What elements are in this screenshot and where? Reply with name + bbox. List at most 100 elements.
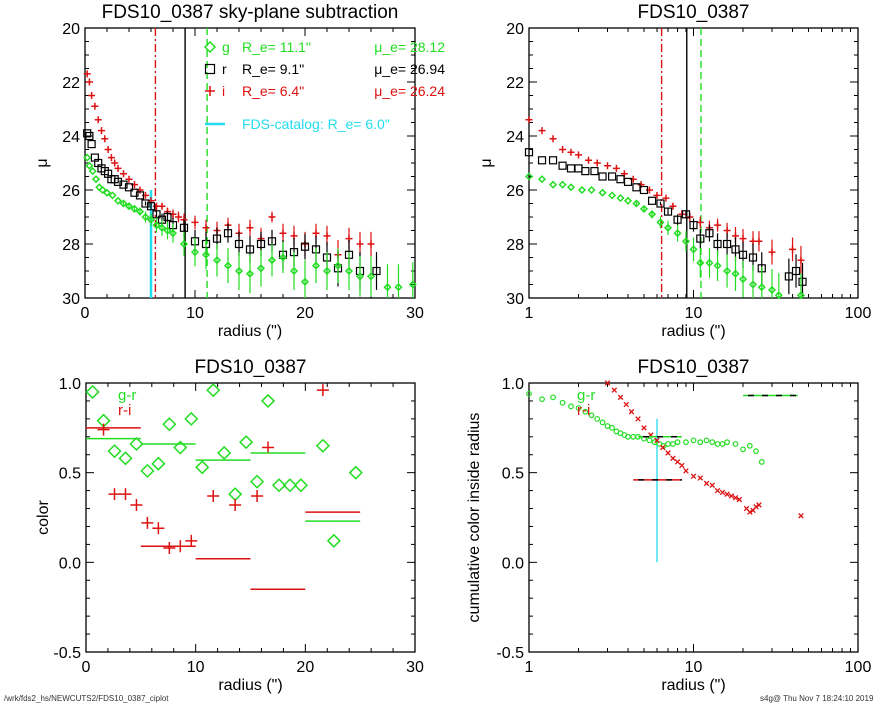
data-point	[724, 439, 730, 446]
data-point	[348, 465, 363, 480]
data-point	[383, 283, 392, 292]
data-point	[245, 245, 255, 254]
plot-frame	[85, 382, 416, 653]
y-tick-label: 28	[62, 237, 80, 254]
data-point	[669, 202, 677, 210]
data-point	[184, 411, 199, 426]
data-point	[204, 63, 216, 75]
data-point	[85, 384, 100, 400]
data-point	[689, 221, 698, 230]
data-point	[217, 445, 232, 461]
data-point	[639, 185, 649, 195]
data-point	[549, 135, 557, 143]
data-point	[202, 224, 210, 232]
data-point	[673, 215, 682, 224]
data-point	[223, 229, 233, 238]
data-point	[212, 256, 222, 265]
data-point	[140, 463, 155, 478]
data-point	[594, 415, 601, 422]
data-point	[85, 78, 93, 86]
y-tick-label: 20	[62, 21, 80, 38]
data-point	[114, 164, 122, 172]
legend-band-g: g	[222, 39, 230, 55]
data-point	[587, 185, 596, 195]
x-tick-label: 0	[81, 305, 90, 322]
data-point	[632, 199, 641, 208]
data-point	[125, 175, 133, 183]
data-point	[723, 266, 732, 276]
data-point	[539, 396, 545, 403]
y-tick-label: 0.0	[59, 555, 81, 572]
x-tick-label: 100	[845, 659, 872, 676]
data-point	[568, 403, 574, 410]
data-point	[612, 164, 620, 172]
data-point	[271, 478, 287, 493]
data-point	[323, 232, 331, 240]
data-point	[108, 488, 121, 501]
y-tick-label: 26	[62, 183, 80, 200]
data-point	[537, 175, 547, 184]
legend-mue-r: μ_e= 26.94	[374, 61, 445, 77]
data-point	[604, 380, 611, 386]
data-point	[88, 92, 96, 99]
data-point	[756, 502, 762, 508]
data-point	[191, 218, 199, 226]
y-tick-label: 0.5	[59, 466, 81, 483]
chart-title: FDS10_0387	[638, 2, 750, 23]
data-point	[731, 245, 740, 254]
data-point	[101, 135, 109, 143]
data-point	[179, 239, 189, 249]
data-point	[690, 437, 697, 444]
data-point	[689, 245, 698, 254]
data-point	[753, 448, 759, 455]
data-point	[124, 183, 134, 192]
data-point	[609, 424, 615, 431]
data-point	[98, 127, 105, 135]
data-point	[256, 264, 266, 273]
data-point	[681, 210, 691, 219]
data-point	[205, 86, 215, 96]
data-point	[705, 258, 714, 267]
y-axis-label: μ	[478, 158, 495, 167]
data-point	[548, 156, 558, 165]
data-point	[670, 455, 676, 462]
data-point	[300, 242, 310, 251]
data-point	[355, 272, 365, 281]
data-point	[608, 191, 617, 200]
data-point	[91, 175, 101, 184]
data-point	[574, 164, 583, 173]
data-point	[798, 512, 804, 519]
data-point	[113, 177, 123, 186]
legend-band-i: i	[222, 83, 225, 99]
data-point	[654, 437, 660, 444]
data-point	[83, 70, 91, 78]
y-tick-label: 30	[506, 291, 524, 308]
data-point	[113, 196, 123, 205]
data-point	[623, 196, 633, 205]
data-point	[250, 474, 265, 489]
footer-path: /wrk/fds2_hs/NEWCUTS2/FDS10_0387_ciplot	[4, 694, 169, 703]
data-point	[300, 277, 310, 286]
legend-mue-i: μ_e= 26.24	[374, 83, 445, 99]
data-point	[796, 291, 806, 300]
data-point	[723, 227, 731, 234]
data-point	[228, 487, 243, 502]
data-point	[234, 239, 244, 249]
x-tick-label: 20	[296, 305, 314, 322]
data-point	[641, 425, 647, 431]
x-tick-label: 10	[187, 659, 205, 676]
data-point	[566, 183, 576, 192]
data-point	[146, 202, 156, 211]
x-axis-label: radius (")	[661, 677, 725, 694]
data-point	[755, 237, 763, 245]
data-point	[577, 185, 587, 195]
y-tick-label: -0.5	[496, 645, 524, 662]
data-point	[104, 146, 112, 153]
data-point	[98, 185, 107, 195]
data-point	[740, 446, 746, 453]
data-point	[179, 223, 189, 232]
x-tick-label: 30	[406, 659, 424, 676]
data-point	[732, 495, 739, 501]
chart-title: FDS10_0387	[638, 357, 750, 378]
x-tick-label: 20	[296, 659, 314, 676]
